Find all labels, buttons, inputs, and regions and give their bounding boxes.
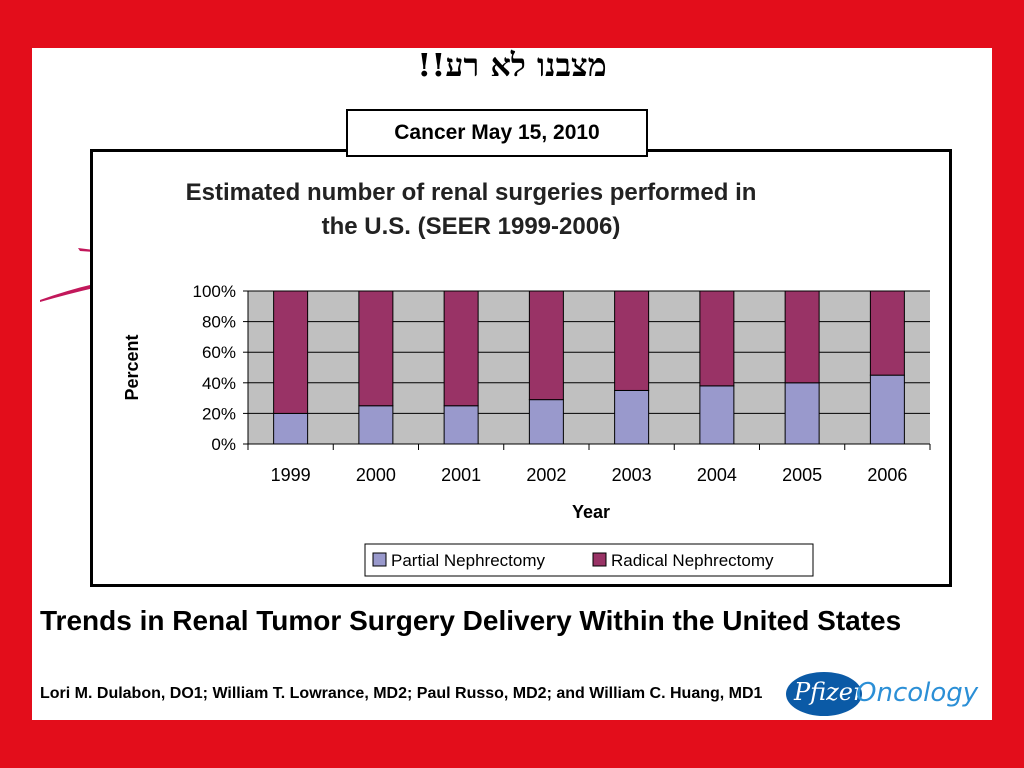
authors-line: Lori M. Dulabon, DO1; William T. Lowranc… xyxy=(40,685,763,702)
bar-radical xyxy=(443,290,479,407)
bar-radical xyxy=(528,290,564,401)
logo-pfizer-text: Pfizer xyxy=(794,678,865,706)
bar-partial xyxy=(784,382,820,445)
y-axis-label: Percent xyxy=(122,334,142,400)
y-tick-label: 80% xyxy=(202,313,236,332)
bar-partial xyxy=(528,399,564,445)
x-tick-label: 2004 xyxy=(697,465,737,485)
y-tick-label: 20% xyxy=(202,404,236,423)
source-label: Cancer May 15, 2010 xyxy=(346,109,648,157)
bar-radical xyxy=(614,290,650,391)
y-tick-label: 60% xyxy=(202,343,236,362)
bar-radical xyxy=(699,290,735,387)
chart-title-line: Estimated number of renal surgeries perf… xyxy=(186,179,757,206)
legend-swatch-radical xyxy=(592,552,607,567)
x-tick-label: 2005 xyxy=(782,465,822,485)
legend-box xyxy=(364,543,814,577)
x-axis-label: Year xyxy=(572,502,610,522)
legend-swatch-partial xyxy=(372,552,387,567)
bar-radical xyxy=(869,290,905,376)
chart-frame: Estimated number of renal surgeries perf… xyxy=(90,149,952,587)
bar-partial xyxy=(273,412,309,445)
slide-title: מצבנו לא רע!! xyxy=(417,46,607,84)
logo-oncology-text: Oncology xyxy=(856,678,979,708)
logo-oval xyxy=(786,672,862,716)
legend-label: Radical Nephrectomy xyxy=(611,551,774,570)
plot-area xyxy=(248,291,930,444)
y-tick-label: 0% xyxy=(211,435,236,454)
article-title: Trends in Renal Tumor Surgery Delivery W… xyxy=(40,605,902,636)
bar-partial xyxy=(614,389,650,445)
legend-label: Partial Nephrectomy xyxy=(391,551,546,570)
y-tick-label: 40% xyxy=(202,374,236,393)
chart-title-line: the U.S. (SEER 1999-2006) xyxy=(322,213,621,240)
bar-partial xyxy=(358,405,394,445)
bar-partial xyxy=(869,374,905,445)
bar-chart: Estimated number of renal surgeries perf… xyxy=(122,179,931,577)
bar-radical xyxy=(273,290,309,414)
bar-radical xyxy=(358,290,394,407)
x-tick-label: 2003 xyxy=(612,465,652,485)
bar-partial xyxy=(443,405,479,445)
y-tick-label: 100% xyxy=(193,282,236,301)
x-tick-label: 2002 xyxy=(526,465,566,485)
decorative-swoosh xyxy=(40,248,94,302)
pfizer-oncology-logo: Pfizer Oncology xyxy=(786,668,996,720)
x-tick-label: 2001 xyxy=(441,465,481,485)
x-tick-label: 2006 xyxy=(867,465,907,485)
x-tick-label: 1999 xyxy=(271,465,311,485)
bar-partial xyxy=(699,385,735,445)
bar-radical xyxy=(784,290,820,384)
x-tick-label: 2000 xyxy=(356,465,396,485)
